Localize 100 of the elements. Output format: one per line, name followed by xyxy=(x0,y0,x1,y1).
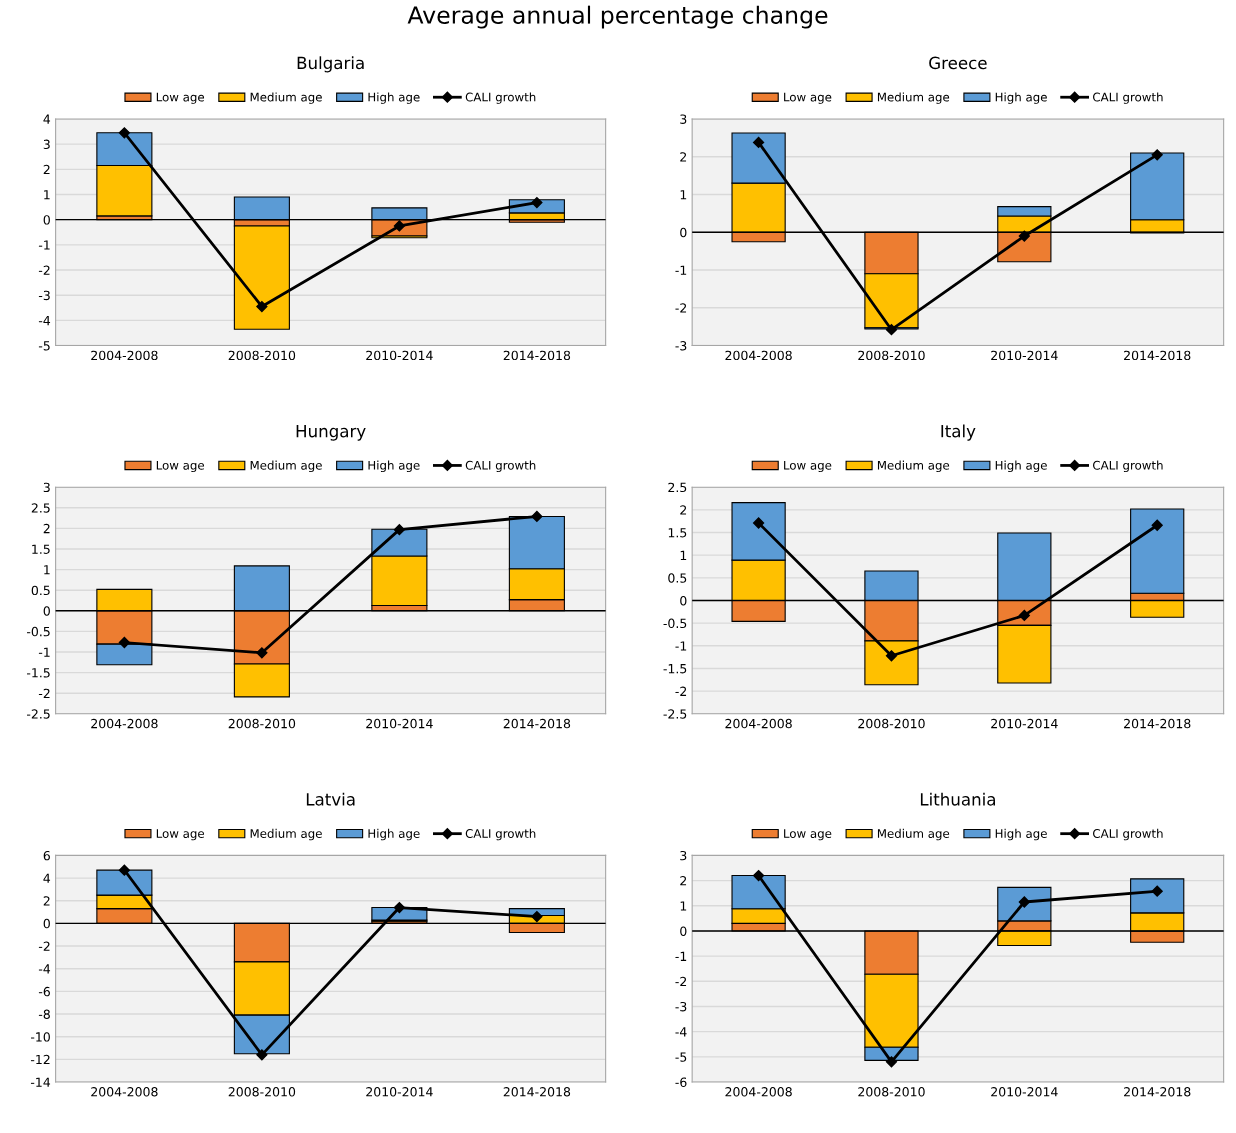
legend-label: High age xyxy=(995,828,1047,841)
y-tick-label: 1 xyxy=(680,901,687,911)
y-tick-label: 0 xyxy=(680,926,687,936)
y-tick-label: 6 xyxy=(43,850,50,861)
y-tick-label: -3 xyxy=(38,290,50,301)
y-tick-label: 2.5 xyxy=(31,503,50,513)
y-tick-label: 2 xyxy=(680,505,687,515)
chart-title: Latvia xyxy=(306,792,355,806)
x-tick-label: 2014-2018 xyxy=(503,1087,571,1097)
legend-label: Medium age xyxy=(877,92,950,104)
chart-title: Lithuania xyxy=(920,792,995,806)
y-tick-label: -4 xyxy=(38,964,51,974)
legend-label: Low age xyxy=(156,829,205,841)
x-tick-label: 2004-2008 xyxy=(725,1087,792,1097)
y-tick-label: -4 xyxy=(675,1027,687,1037)
x-tick-label: 2004-2008 xyxy=(91,1087,158,1097)
x-tick-label: 2010-2014 xyxy=(991,1087,1058,1097)
x-tick-label: 2010-2014 xyxy=(366,1087,433,1097)
y-tick-label: -0.5 xyxy=(663,618,687,629)
legend-label: High age xyxy=(368,92,420,104)
y-tick-label: -2 xyxy=(38,265,50,275)
y-tick-label: 0 xyxy=(680,227,687,238)
x-tick-label: 2008-2010 xyxy=(228,1087,296,1097)
x-tick-label: 2014-2018 xyxy=(503,718,571,729)
y-tick-label: 2 xyxy=(680,152,687,162)
chart-title: Italy xyxy=(941,424,976,441)
legend-label: CALI growth xyxy=(1093,460,1163,473)
x-tick-label: 2010-2014 xyxy=(366,718,433,729)
legend-label: Medium age xyxy=(250,828,322,841)
x-tick-label: 2010-2014 xyxy=(991,718,1058,729)
legend-label: Low age xyxy=(784,829,832,841)
legend-label: High age xyxy=(368,460,420,473)
y-tick-label: -1 xyxy=(675,641,687,651)
legend-label: Medium age xyxy=(250,460,322,473)
x-tick-label: 2004-2008 xyxy=(725,350,792,361)
legend-label: CALI growth xyxy=(1093,92,1163,104)
text: Average annual percentage change xyxy=(407,5,828,29)
y-tick-label: -3 xyxy=(675,1001,687,1012)
x-tick-label: 2014-2018 xyxy=(503,350,571,361)
legend-label: High age xyxy=(368,828,420,841)
y-tick-label: -3 xyxy=(675,341,687,351)
y-tick-label: -2 xyxy=(38,941,50,951)
legend-label: High age xyxy=(995,460,1047,473)
legend-label: Low age xyxy=(156,460,205,473)
y-tick-label: 0.5 xyxy=(668,573,687,583)
x-tick-label: 2008-2010 xyxy=(228,350,296,361)
y-tick-label: -1.5 xyxy=(26,668,50,678)
legend-label: Medium age xyxy=(877,460,950,473)
y-tick-label: 3 xyxy=(43,139,50,150)
y-tick-label: 1 xyxy=(44,190,50,200)
y-tick-label: -1 xyxy=(675,951,687,961)
x-tick-label: 2008-2010 xyxy=(858,1087,925,1097)
y-tick-label: 1 xyxy=(680,190,687,200)
y-tick-label: 2 xyxy=(680,876,687,886)
x-tick-label: 2008-2010 xyxy=(858,350,925,361)
y-tick-label: 3 xyxy=(680,114,687,124)
x-tick-label: 2010-2014 xyxy=(366,350,433,361)
y-tick-label: -1 xyxy=(38,647,50,657)
y-tick-label: 2.5 xyxy=(668,482,687,493)
y-tick-label: -2 xyxy=(675,686,687,696)
y-tick-label: 0.5 xyxy=(31,585,50,596)
y-tick-label: -4 xyxy=(38,316,51,326)
x-tick-label: 2004-2008 xyxy=(725,718,792,729)
y-tick-label: 0 xyxy=(43,918,50,929)
y-tick-label: 0 xyxy=(43,606,50,616)
y-tick-label: 4 xyxy=(43,114,51,124)
x-tick-label: 2014-2018 xyxy=(1124,1087,1191,1097)
y-tick-label: -2 xyxy=(675,303,687,313)
legend-label: Low age xyxy=(156,92,205,104)
y-tick-label: -0.5 xyxy=(26,626,50,637)
legend-label: Medium age xyxy=(877,828,950,841)
y-tick-label: 0 xyxy=(680,595,687,606)
legend-label: Low age xyxy=(784,92,832,104)
x-tick-label: 2014-2018 xyxy=(1124,718,1191,729)
y-tick-label: 1 xyxy=(44,565,50,575)
x-tick-label: 2014-2018 xyxy=(1124,350,1191,361)
legend-label: CALI growth xyxy=(465,828,536,841)
y-tick-label: -2 xyxy=(675,976,687,987)
x-tick-label: 2004-2008 xyxy=(91,718,158,729)
y-tick-label: 1.5 xyxy=(32,544,50,554)
chart-title: Hungary xyxy=(296,425,366,441)
x-tick-label: 2008-2010 xyxy=(228,718,296,729)
legend-label: CALI growth xyxy=(465,92,536,104)
y-tick-label: -5 xyxy=(38,341,50,351)
x-tick-label: 2004-2008 xyxy=(91,350,158,361)
y-tick-label: -6 xyxy=(675,1077,687,1087)
y-tick-label: 2 xyxy=(43,164,50,175)
y-tick-label: -1 xyxy=(675,265,687,275)
y-tick-label: 2 xyxy=(43,896,50,906)
legend-label: CALI growth xyxy=(465,460,536,473)
y-tick-label: 0 xyxy=(43,215,50,225)
legend-label: Medium age xyxy=(250,92,322,104)
legend-label: High age xyxy=(995,92,1047,104)
y-tick-label: -2 xyxy=(38,688,50,698)
y-tick-label: 4 xyxy=(43,873,51,883)
y-tick-label: -12 xyxy=(30,1054,50,1065)
y-tick-label: 3 xyxy=(680,850,687,861)
legend-label: CALI growth xyxy=(1093,828,1163,841)
y-tick-label: -8 xyxy=(38,1009,50,1019)
y-tick-label: -6 xyxy=(38,986,50,997)
